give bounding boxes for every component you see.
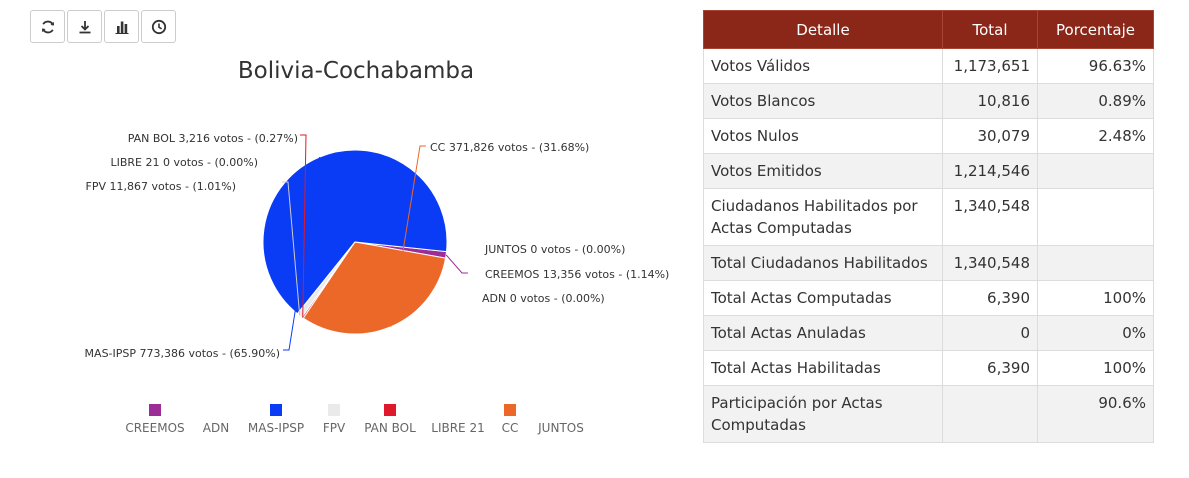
data-label-libre-21: LIBRE 21 0 votos - (0.00%) <box>110 156 258 169</box>
cell-detalle: Total Actas Computadas <box>703 280 943 316</box>
results-table: Detalle Total Porcentaje Votos Válidos 1,… <box>703 10 1154 443</box>
history-button[interactable] <box>141 10 176 43</box>
pie-slices <box>262 149 448 335</box>
cell-porcentaje: 90.6% <box>1037 385 1154 443</box>
data-label-pan-bol: PAN BOL 3,216 votos - (0.27%) <box>128 132 298 145</box>
legend-swatch <box>452 404 464 416</box>
legend-label: CREEMOS <box>125 421 184 435</box>
cell-total: 0 <box>942 315 1038 351</box>
table-row: Votos Emitidos 1,214,546 <box>703 153 1154 189</box>
cell-total: 30,079 <box>942 118 1038 154</box>
table-row: Total Actas Anuladas 0 0% <box>703 315 1154 351</box>
label-connector-pan-bol <box>300 134 307 318</box>
cell-detalle: Total Actas Anuladas <box>703 315 943 351</box>
legend-label: PAN BOL <box>364 421 416 435</box>
table-row: Total Actas Habilitadas 6,390 100% <box>703 350 1154 386</box>
cell-detalle: Total Actas Habilitadas <box>703 350 943 386</box>
chart-legend: CREEMOS ADN MAS-IPSP FPV PAN BOL LIBRE 21 CC JU… <box>125 404 584 435</box>
header-porcentaje: Porcentaje <box>1037 10 1154 49</box>
cell-detalle: Votos Emitidos <box>703 153 943 189</box>
legend-swatch <box>270 404 282 416</box>
refresh-button[interactable] <box>30 10 65 43</box>
cell-detalle: Ciudadanos Habilitados por Actas Computa… <box>703 188 943 246</box>
table-header-row: Detalle Total Porcentaje <box>703 10 1154 49</box>
chart-title: Bolivia-Cochabamba <box>238 58 474 84</box>
legend-item-mas-ipsp[interactable]: MAS-IPSP <box>248 404 304 435</box>
cell-porcentaje: 100% <box>1037 280 1154 316</box>
data-label-creemos: CREEMOS 13,356 votos - (1.14%) <box>485 268 669 281</box>
cell-detalle: Participación por Actas Computadas <box>703 385 943 443</box>
legend-item-libre-21[interactable]: LIBRE 21 <box>431 404 484 435</box>
cell-total <box>942 385 1038 443</box>
cell-total: 6,390 <box>942 280 1038 316</box>
refresh-icon <box>41 20 54 33</box>
cell-detalle: Votos Blancos <box>703 83 943 119</box>
pie-chart: Bolivia-Cochabamba CREEMOS 13,356 votos … <box>85 58 670 435</box>
bar-chart-button[interactable] <box>104 10 139 43</box>
cell-total: 1,340,548 <box>942 188 1038 246</box>
legend-swatch <box>149 404 161 416</box>
label-connector-mas-ipsp <box>283 157 321 351</box>
data-label-juntos: JUNTOS 0 votos - (0.00%) <box>484 243 625 256</box>
legend-item-fpv[interactable]: FPV <box>323 404 346 435</box>
cell-porcentaje: 0.89% <box>1037 83 1154 119</box>
label-connector-creemos <box>445 254 468 274</box>
table-row: Ciudadanos Habilitados por Actas Computa… <box>703 188 1154 246</box>
slice-labels: CREEMOS 13,356 votos - (1.14%) ADN 0 voto… <box>85 132 670 360</box>
download-button[interactable] <box>67 10 102 43</box>
header-total: Total <box>942 10 1038 49</box>
legend-label: ADN <box>203 421 229 435</box>
legend-label: CC <box>502 421 519 435</box>
legend-label: LIBRE 21 <box>431 421 484 435</box>
cell-total: 1,340,548 <box>942 245 1038 281</box>
cell-porcentaje: 100% <box>1037 350 1154 386</box>
legend-swatch <box>555 404 567 416</box>
cell-total: 10,816 <box>942 83 1038 119</box>
legend-item-cc[interactable]: CC <box>502 404 519 435</box>
data-label-mas-ipsp: MAS-IPSP 773,386 votos - (65.90%) <box>85 347 280 360</box>
bar-chart-icon <box>115 21 128 34</box>
data-label-cc: CC 371,826 votos - (31.68%) <box>430 141 589 154</box>
label-connector-fpv <box>282 181 301 316</box>
cell-detalle: Votos Válidos <box>703 48 943 84</box>
cell-porcentaje <box>1037 245 1154 281</box>
cell-detalle: Total Ciudadanos Habilitados <box>703 245 943 281</box>
data-label-fpv: FPV 11,867 votos - (1.01%) <box>86 180 236 193</box>
legend-item-pan-bol[interactable]: PAN BOL <box>364 404 416 435</box>
cell-detalle: Votos Nulos <box>703 118 943 154</box>
table-row: Participación por Actas Computadas 90.6% <box>703 385 1154 443</box>
table-row: Votos Nulos 30,079 2.48% <box>703 118 1154 154</box>
cell-porcentaje: 0% <box>1037 315 1154 351</box>
legend-item-creemos[interactable]: CREEMOS <box>125 404 185 435</box>
cell-total: 6,390 <box>942 350 1038 386</box>
table-row: Votos Válidos 1,173,651 96.63% <box>703 48 1154 84</box>
legend-swatch <box>384 404 396 416</box>
cell-porcentaje <box>1037 153 1154 189</box>
legend-item-juntos[interactable]: JUNTOS <box>537 404 584 435</box>
cell-porcentaje: 96.63% <box>1037 48 1154 84</box>
legend-label: JUNTOS <box>537 421 584 435</box>
label-connector-cc <box>390 145 426 327</box>
cell-porcentaje <box>1037 188 1154 246</box>
table-row: Votos Blancos 10,816 0.89% <box>703 83 1154 119</box>
header-detalle: Detalle <box>703 10 943 49</box>
legend-swatch <box>210 404 222 416</box>
legend-swatch <box>504 404 516 416</box>
cell-total: 1,214,546 <box>942 153 1038 189</box>
legend-swatch <box>328 404 340 416</box>
table-row: Total Ciudadanos Habilitados 1,340,548 <box>703 245 1154 281</box>
table-row: Total Actas Computadas 6,390 100% <box>703 280 1154 316</box>
clock-icon <box>151 19 166 34</box>
cell-porcentaje: 2.48% <box>1037 118 1154 154</box>
data-label-adn: ADN 0 votos - (0.00%) <box>482 292 605 305</box>
chart-toolbar <box>30 10 178 43</box>
cell-total: 1,173,651 <box>942 48 1038 84</box>
legend-label: MAS-IPSP <box>248 421 304 435</box>
download-icon <box>79 20 90 33</box>
legend-item-adn[interactable]: ADN <box>203 404 229 435</box>
legend-label: FPV <box>323 421 346 435</box>
